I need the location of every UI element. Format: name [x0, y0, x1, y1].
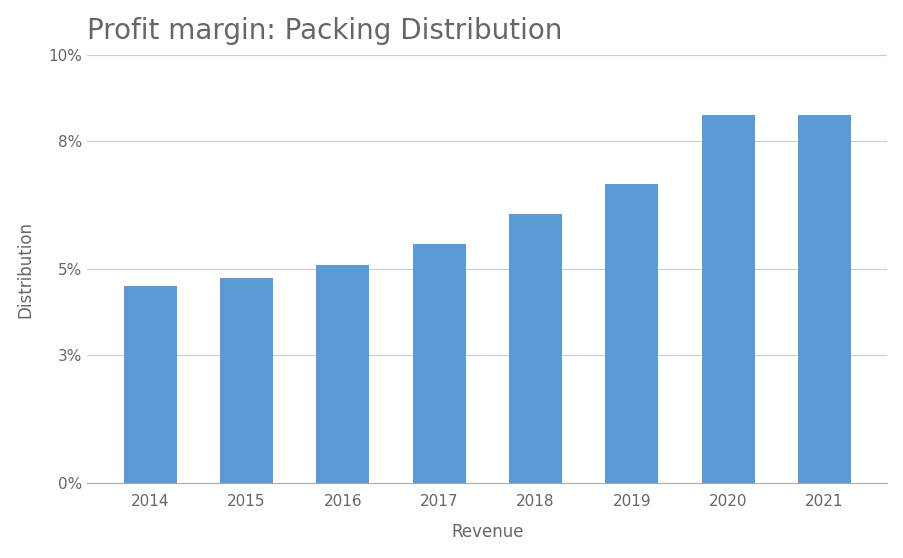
X-axis label: Revenue: Revenue	[451, 523, 523, 541]
Bar	[701, 116, 754, 483]
Text: Profit margin: Packing Distribution: Profit margin: Packing Distribution	[88, 17, 562, 45]
Bar	[797, 116, 850, 483]
Bar	[316, 265, 369, 483]
Y-axis label: Distribution: Distribution	[16, 221, 34, 318]
Bar	[412, 244, 465, 483]
Bar	[508, 214, 562, 483]
Bar	[219, 278, 273, 483]
Bar	[124, 286, 176, 483]
Bar	[605, 184, 657, 483]
